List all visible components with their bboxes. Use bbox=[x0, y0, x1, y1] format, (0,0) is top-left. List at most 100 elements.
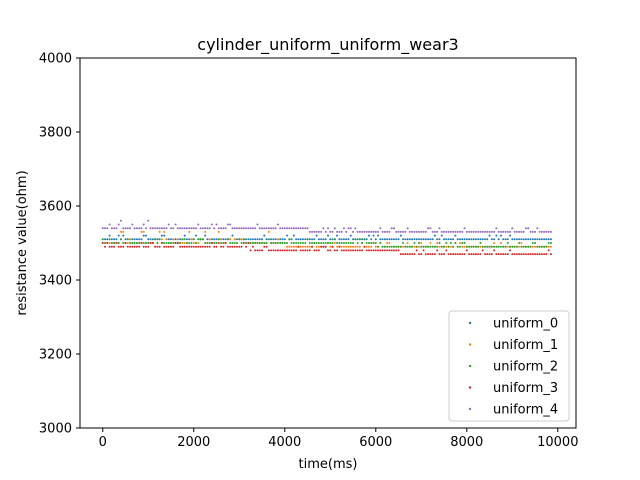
data-point bbox=[415, 238, 418, 241]
data-point bbox=[392, 245, 395, 248]
data-point bbox=[509, 249, 512, 252]
x-axis: 0 2000 4000 6000 8000 10000 bbox=[99, 428, 578, 450]
data-point bbox=[379, 238, 382, 241]
data-point bbox=[361, 238, 364, 241]
data-point bbox=[206, 227, 209, 230]
data-point bbox=[411, 245, 414, 248]
data-point bbox=[374, 230, 377, 233]
data-point bbox=[436, 230, 439, 233]
data-point bbox=[142, 223, 145, 226]
data-point bbox=[315, 242, 318, 244]
data-point bbox=[540, 253, 543, 256]
data-point bbox=[390, 249, 393, 252]
data-point bbox=[367, 249, 370, 252]
data-point bbox=[301, 245, 304, 248]
data-point bbox=[317, 238, 320, 241]
data-point bbox=[418, 238, 421, 241]
data-point bbox=[324, 242, 327, 244]
x-tick-label: 4000 bbox=[268, 435, 301, 450]
data-point bbox=[144, 234, 147, 237]
data-point bbox=[543, 238, 546, 241]
data-point bbox=[506, 253, 509, 256]
data-point bbox=[119, 245, 122, 248]
data-point bbox=[135, 238, 138, 241]
data-point bbox=[165, 238, 168, 241]
data-point bbox=[110, 227, 113, 230]
data-point bbox=[479, 238, 482, 241]
data-point bbox=[138, 242, 141, 244]
data-point bbox=[229, 238, 232, 241]
data-point bbox=[495, 227, 498, 230]
data-point bbox=[363, 230, 366, 233]
data-point bbox=[345, 245, 348, 248]
data-point bbox=[352, 249, 355, 252]
data-point bbox=[352, 242, 355, 244]
data-point bbox=[313, 242, 316, 244]
data-point bbox=[452, 253, 455, 256]
data-point bbox=[424, 245, 427, 248]
data-point bbox=[354, 227, 357, 230]
data-point bbox=[138, 238, 141, 241]
data-point bbox=[365, 245, 368, 248]
data-point bbox=[340, 245, 343, 248]
data-point bbox=[311, 238, 314, 241]
data-point bbox=[122, 234, 125, 237]
data-point bbox=[311, 242, 314, 244]
data-point bbox=[358, 238, 361, 241]
data-point bbox=[499, 242, 502, 244]
data-point bbox=[217, 227, 220, 230]
data-point bbox=[270, 249, 273, 252]
data-point bbox=[331, 242, 334, 244]
data-point bbox=[383, 245, 386, 248]
data-point bbox=[443, 253, 446, 256]
data-point bbox=[547, 230, 550, 233]
legend-marker bbox=[468, 343, 472, 346]
data-point bbox=[204, 227, 207, 230]
data-point bbox=[520, 245, 523, 248]
data-point bbox=[124, 238, 127, 241]
data-point bbox=[506, 245, 509, 248]
data-point bbox=[365, 238, 368, 241]
data-point bbox=[447, 253, 450, 256]
data-point bbox=[443, 245, 446, 248]
data-point bbox=[345, 242, 348, 244]
data-point bbox=[488, 230, 491, 233]
data-point bbox=[299, 227, 302, 230]
data-point bbox=[238, 245, 241, 248]
data-point bbox=[281, 249, 284, 252]
data-point bbox=[206, 238, 209, 241]
data-point bbox=[497, 245, 500, 248]
data-point bbox=[411, 253, 414, 256]
data-point bbox=[170, 245, 173, 248]
data-point bbox=[356, 245, 359, 248]
data-point bbox=[208, 245, 211, 248]
data-point bbox=[249, 227, 252, 230]
data-point bbox=[315, 249, 318, 252]
data-point bbox=[183, 227, 186, 230]
data-point bbox=[179, 238, 182, 241]
data-point bbox=[468, 253, 471, 256]
data-point bbox=[408, 238, 411, 241]
data-point bbox=[163, 245, 166, 248]
data-point bbox=[108, 234, 111, 237]
data-point bbox=[538, 230, 541, 233]
data-point bbox=[438, 227, 441, 230]
data-point bbox=[536, 245, 539, 248]
data-point bbox=[179, 242, 182, 244]
data-point bbox=[347, 242, 350, 244]
data-point bbox=[249, 242, 252, 244]
data-point bbox=[329, 249, 332, 252]
data-point bbox=[142, 242, 145, 244]
data-point bbox=[226, 223, 229, 226]
y-tick-label: 3200 bbox=[39, 348, 72, 363]
data-point bbox=[174, 223, 177, 226]
data-point bbox=[156, 245, 159, 248]
data-point bbox=[251, 242, 254, 244]
data-point bbox=[474, 253, 477, 256]
data-point bbox=[188, 238, 191, 241]
x-tick-label: 8000 bbox=[450, 435, 483, 450]
data-point bbox=[431, 245, 434, 248]
data-point bbox=[381, 245, 384, 248]
data-point bbox=[165, 242, 168, 244]
